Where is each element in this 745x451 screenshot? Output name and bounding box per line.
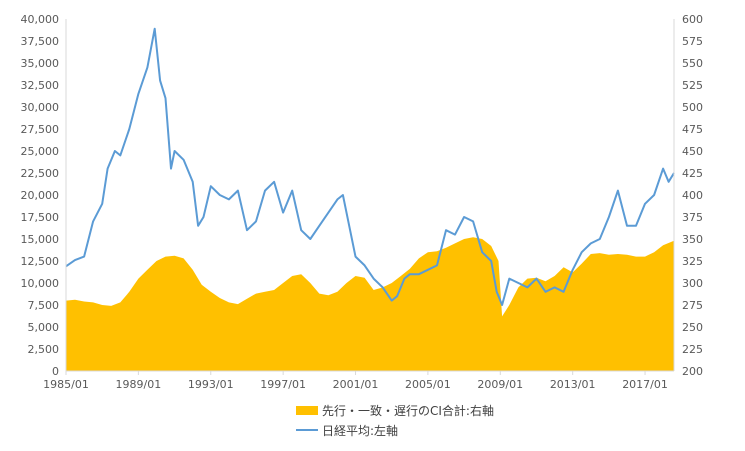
- left-tick-label: 15,000: [21, 233, 60, 246]
- x-tick-label: 2001/01: [333, 378, 379, 391]
- left-tick-label: 5,000: [28, 321, 60, 334]
- x-tick-label: 2005/01: [405, 378, 451, 391]
- right-tick-label: 600: [682, 13, 703, 26]
- left-tick-label: 0: [52, 365, 59, 378]
- x-tick-labels: 1985/01 1989/01 1993/01 1997/01 2001/01 2005/…: [43, 378, 668, 391]
- right-tick-label: 325: [682, 255, 703, 268]
- left-tick-label: 20,000: [21, 189, 60, 202]
- legend: 先行・一致・遅行のCI合計:右軸 日経平均:左軸: [296, 400, 494, 440]
- right-tick-label: 275: [682, 299, 703, 312]
- legend-swatch-area: [296, 405, 318, 415]
- legend-label-area: 先行・一致・遅行のCI合計:右軸: [322, 403, 494, 418]
- left-tick-label: 2,500: [28, 343, 60, 356]
- right-tick-label: 575: [682, 35, 703, 48]
- x-tick-label: 1985/01: [43, 378, 89, 391]
- right-tick-label: 300: [682, 277, 703, 290]
- left-tick-label: 12,500: [21, 255, 60, 268]
- line-layer: [65, 27, 675, 306]
- left-tick-label: 25,000: [21, 145, 60, 158]
- right-tick-label: 200: [682, 365, 703, 378]
- x-tick-label: 2017/01: [622, 378, 668, 391]
- left-tick-label: 17,500: [21, 211, 60, 224]
- area-layer: [66, 237, 674, 371]
- legend-swatch-line: [296, 429, 318, 431]
- legend-item-line: 日経平均:左軸: [296, 420, 494, 440]
- legend-label-line: 日経平均:左軸: [322, 423, 399, 438]
- right-tick-label: 425: [682, 167, 703, 180]
- right-tick-label: 475: [682, 123, 703, 136]
- axis-layer: [65, 19, 675, 375]
- right-tick-label: 450: [682, 145, 703, 158]
- right-tick-label: 550: [682, 57, 703, 70]
- right-tick-labels: 200 225 250 275 300 325 350 375 400 425 450 475 500 5…: [682, 13, 703, 378]
- x-tick-label: 1997/01: [260, 378, 306, 391]
- left-tick-label: 30,000: [21, 101, 60, 114]
- series-area-ci-total: [66, 237, 674, 371]
- x-tick-label: 2009/01: [477, 378, 523, 391]
- right-tick-label: 350: [682, 233, 703, 246]
- right-tick-label: 525: [682, 79, 703, 92]
- left-tick-label: 22,500: [21, 167, 60, 180]
- legend-item-area: 先行・一致・遅行のCI合計:右軸: [296, 400, 494, 420]
- left-tick-label: 40,000: [21, 13, 60, 26]
- right-tick-label: 225: [682, 343, 703, 356]
- x-tick-label: 1993/01: [188, 378, 234, 391]
- left-tick-labels: 0 2,500 5,000 7,500 10,000 12,500 15,000 17,500…: [21, 13, 60, 378]
- series-line-nikkei: [65, 27, 675, 306]
- left-tick-label: 35,000: [21, 57, 60, 70]
- left-tick-label: 32,500: [21, 79, 60, 92]
- left-tick-label: 37,500: [21, 35, 60, 48]
- right-tick-label: 250: [682, 321, 703, 334]
- x-tick-label: 1989/01: [116, 378, 162, 391]
- right-tick-label: 375: [682, 211, 703, 224]
- left-tick-label: 7,500: [28, 299, 60, 312]
- right-tick-label: 500: [682, 101, 703, 114]
- left-tick-label: 27,500: [21, 123, 60, 136]
- right-tick-label: 400: [682, 189, 703, 202]
- left-tick-label: 10,000: [21, 277, 60, 290]
- x-tick-label: 2013/01: [550, 378, 596, 391]
